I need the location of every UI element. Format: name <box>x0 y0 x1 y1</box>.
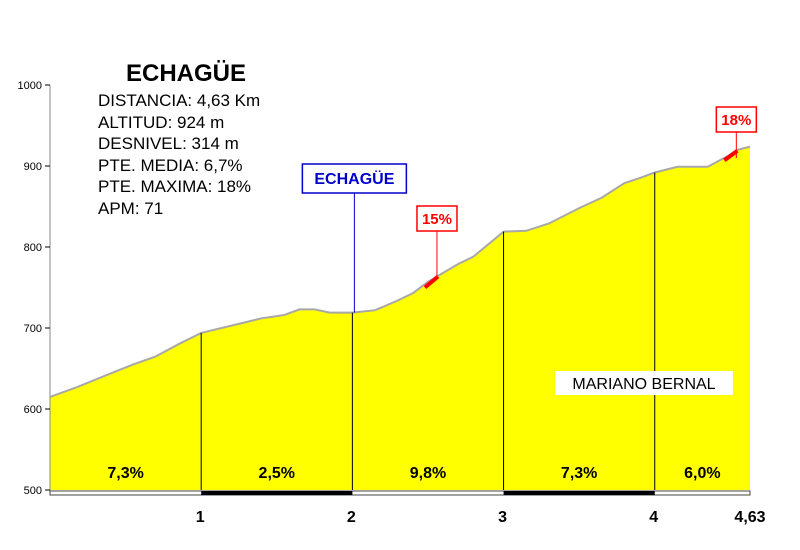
max-slope-label-1: 15% <box>422 211 452 228</box>
segment-gradient-0: 7,3% <box>107 465 143 482</box>
x-tick-label-0: 1 <box>196 509 205 526</box>
y-tick-label-700: 700 <box>24 323 42 335</box>
profile-area <box>50 146 750 490</box>
stage-info: ECHAGÜE DISTANCIA: 4,63 Km ALTITUD: 924 … <box>98 60 260 219</box>
info-apm: APM: 71 <box>98 198 164 218</box>
info-altitude: ALTITUD: 924 m <box>98 112 225 132</box>
segment-gradient-1: 2,5% <box>259 465 295 482</box>
info-distance: DISTANCIA: 4,63 Km <box>98 91 261 110</box>
peak-label: ECHAGÜE <box>314 169 394 188</box>
max-slope-marker-2 <box>723 149 739 162</box>
segment-gradient-2: 9,8% <box>410 465 446 482</box>
y-tick-label-600: 600 <box>24 404 42 416</box>
x-tick-label-4: 4,63 <box>734 509 765 526</box>
distance-bar <box>49 490 751 496</box>
y-tick-label-1000: 1000 <box>18 80 42 92</box>
x-tick-label-2: 3 <box>498 509 507 526</box>
distance-bar-segment-3 <box>503 491 655 495</box>
y-tick-label-500: 500 <box>24 485 42 497</box>
x-tick-label-3: 4 <box>649 509 658 526</box>
segment-gradient-4: 6,0% <box>684 465 720 482</box>
y-tick-label-800: 800 <box>24 242 42 254</box>
max-slope-label-2: 18% <box>721 112 751 129</box>
profile-outline <box>49 145 751 398</box>
max-slope-box-1 <box>416 205 458 232</box>
peak-label-box <box>301 163 408 194</box>
info-average-gradient: PTE. MEDIA: 6,7% <box>98 155 243 175</box>
max-slope-box-2 <box>715 106 758 133</box>
place-label: MARIANO BERNAL <box>572 376 715 393</box>
y-tick-label-900: 900 <box>24 161 42 173</box>
distance-bar-segment-1 <box>201 491 353 495</box>
place-label-bg <box>555 371 733 395</box>
info-max-gradient: PTE. MAXIMA: 18% <box>98 177 252 196</box>
max-slope-marker-1 <box>423 274 440 290</box>
stage-title: ECHAGÜE <box>126 60 247 87</box>
segment-gradient-3: 7,3% <box>561 465 597 482</box>
x-tick-label-1: 2 <box>347 509 356 526</box>
info-elevation-gain: DESNIVEL: 314 m <box>98 134 239 153</box>
